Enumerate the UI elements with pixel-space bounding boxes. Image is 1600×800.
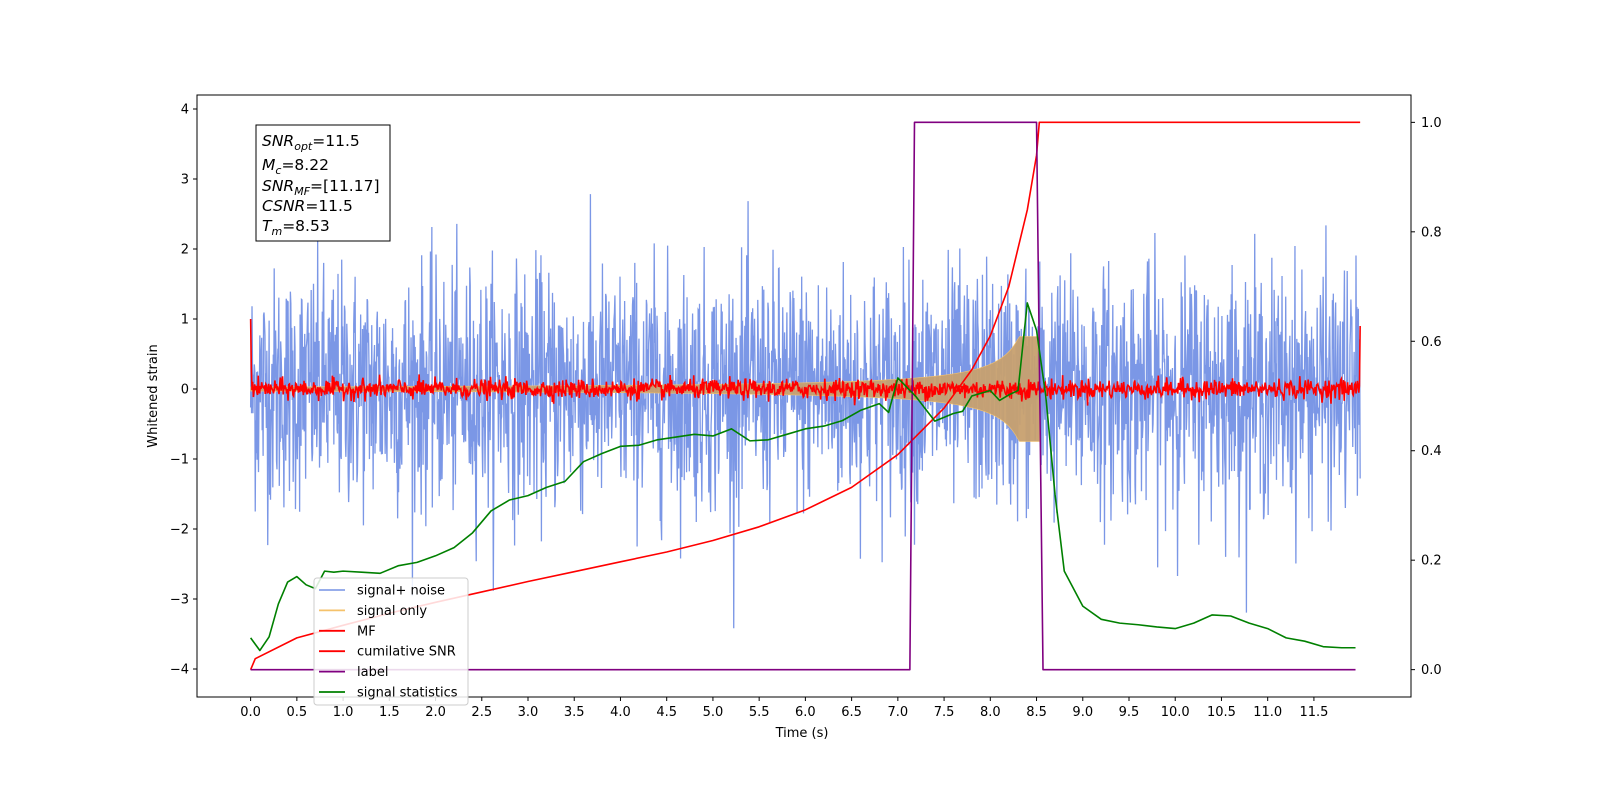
x-tick-label: 11.5 bbox=[1299, 705, 1328, 720]
legend-mf: MF bbox=[319, 624, 376, 639]
info-tm-sub: m bbox=[271, 225, 282, 238]
x-tick-label: 4.0 bbox=[610, 705, 631, 720]
y2-tick-label: 0.8 bbox=[1421, 225, 1442, 240]
svg-text:Tm=8.53: Tm=8.53 bbox=[262, 217, 330, 238]
y-tick-label: 1 bbox=[181, 313, 189, 328]
y-tick-label: 4 bbox=[181, 103, 189, 118]
info-snr-opt-base: SNR bbox=[262, 132, 294, 150]
legend-label-text: signal only bbox=[357, 604, 427, 619]
info-mc-value: =8.22 bbox=[281, 156, 329, 174]
info-mc-base: M bbox=[262, 156, 275, 174]
x-tick-label: 2.0 bbox=[425, 705, 446, 720]
info-mc-sub: c bbox=[275, 164, 281, 177]
x-tick-label: 10.0 bbox=[1161, 705, 1190, 720]
y-tick-label: 3 bbox=[181, 173, 189, 188]
x-tick-label: 1.5 bbox=[379, 705, 400, 720]
x-tick-label: 5.0 bbox=[703, 705, 724, 720]
x-tick-label: 9.0 bbox=[1072, 705, 1093, 720]
x-tick-label: 5.5 bbox=[749, 705, 770, 720]
legend-cumulative-snr: cumilative SNR bbox=[319, 645, 456, 660]
x-tick-label: 4.5 bbox=[656, 705, 677, 720]
info-csnr-value: =11.5 bbox=[305, 197, 353, 215]
legend-label: label bbox=[319, 665, 388, 680]
y2-tick-label: 0.4 bbox=[1421, 444, 1442, 459]
legend-label-text: signal+ noise bbox=[357, 584, 445, 599]
x-tick-label: 7.0 bbox=[888, 705, 909, 720]
info-tm-value: =8.53 bbox=[282, 217, 330, 235]
y-tick-label: 2 bbox=[181, 243, 189, 258]
legend-label-text: signal statistics bbox=[357, 686, 458, 701]
x-tick-label: 1.0 bbox=[333, 705, 354, 720]
info-tm-base: T bbox=[262, 217, 273, 235]
y-tick-label: −4 bbox=[170, 663, 189, 678]
y-tick-label: −1 bbox=[170, 453, 189, 468]
info-box: SNRopt=11.5 Mc=8.22 SNRMF=[11.17] CSNR=1… bbox=[255, 124, 391, 242]
info-csnr-base: CSNR bbox=[262, 197, 305, 215]
legend-label-text: label bbox=[357, 665, 388, 680]
series-signal-noise bbox=[249, 194, 1361, 629]
x-tick-label: 3.0 bbox=[518, 705, 539, 720]
y-tick-label: −2 bbox=[170, 523, 189, 538]
x-tick-label: 6.0 bbox=[795, 705, 816, 720]
legend-signal-statistics: signal statistics bbox=[319, 686, 458, 701]
info-snr-mf-sub: MF bbox=[294, 185, 310, 198]
plot-frame bbox=[196, 94, 1412, 698]
x-axis-label: Time (s) bbox=[775, 726, 829, 741]
y-axis-label: Whitened strain bbox=[146, 344, 161, 447]
y-tick-label: −3 bbox=[170, 593, 189, 608]
y2-tick-label: 0.0 bbox=[1421, 663, 1442, 678]
x-tick-label: 7.5 bbox=[934, 705, 955, 720]
series-label bbox=[250, 121, 1356, 671]
legend-label-text: MF bbox=[357, 624, 376, 639]
x-tick-label: 0.0 bbox=[240, 705, 261, 720]
x-tick-label: 9.5 bbox=[1119, 705, 1140, 720]
y2-tick-label: 1.0 bbox=[1421, 116, 1442, 131]
x-tick-label: 2.5 bbox=[471, 705, 492, 720]
x-tick-label: 10.5 bbox=[1207, 705, 1236, 720]
legend-label-text: cumilative SNR bbox=[357, 645, 456, 660]
y2-tick-label: 0.6 bbox=[1421, 335, 1442, 350]
x-tick-label: 8.0 bbox=[980, 705, 1001, 720]
x-tick-label: 11.0 bbox=[1253, 705, 1282, 720]
series-signal-statistics bbox=[249, 302, 1356, 652]
x-tick-label: 3.5 bbox=[564, 705, 585, 720]
svg-text:Mc=8.22: Mc=8.22 bbox=[262, 156, 329, 177]
svg-text:CSNR=11.5: CSNR=11.5 bbox=[262, 197, 353, 215]
info-snr-mf-value: =[11.17] bbox=[310, 177, 379, 195]
y-tick-label: 0 bbox=[181, 383, 189, 398]
info-snr-opt-sub: opt bbox=[294, 140, 313, 153]
x-tick-label: 8.5 bbox=[1026, 705, 1047, 720]
y2-tick-label: 0.2 bbox=[1421, 554, 1442, 569]
x-tick-label: 0.5 bbox=[287, 705, 308, 720]
svg-text:SNRMF=[11.17]: SNRMF=[11.17] bbox=[262, 177, 380, 198]
x-tick-label: 6.5 bbox=[841, 705, 862, 720]
legend: signal+ noise signal only MF cumilative SNR… bbox=[313, 577, 469, 706]
legend-signal-noise: signal+ noise bbox=[319, 584, 445, 599]
info-snr-mf-base: SNR bbox=[262, 177, 294, 195]
legend-signal-only: signal only bbox=[319, 604, 427, 619]
info-snr-opt-value: =11.5 bbox=[312, 132, 360, 150]
series-mf bbox=[249, 318, 1361, 406]
svg-text:SNRopt=11.5: SNRopt=11.5 bbox=[262, 132, 360, 153]
